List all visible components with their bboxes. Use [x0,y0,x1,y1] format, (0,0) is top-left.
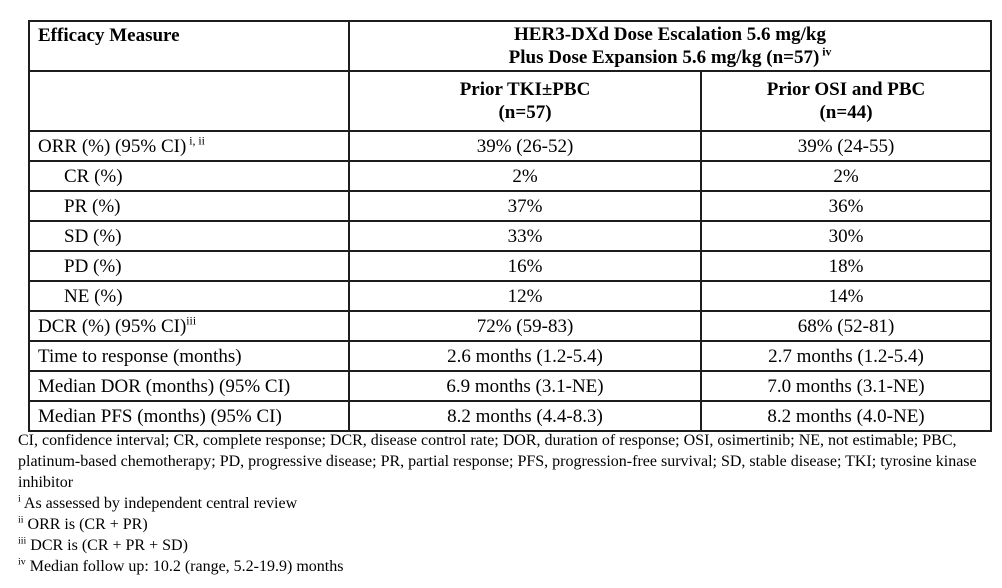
row-label-text: CR (%) [64,165,123,187]
value-osi-pbc: 2.7 months (1.2-5.4) [699,340,993,372]
subheader-tki-pbc-line1: Prior TKI±PBC [459,79,591,100]
row-label-cell: ORR (%) (95% CI) i, ii [28,130,350,162]
value-tki-pbc: 37% [348,190,702,222]
table-row-cr: CR (%) 2% 2% [28,160,993,192]
value-tki-pbc: 33% [348,220,702,252]
row-label-cell: SD (%) [28,220,350,252]
value-tki-pbc: 39% (26-52) [348,130,702,162]
row-label-text: Time to response (months) [38,345,242,367]
table-row-median-dor: Median DOR (months) (95% CI) 6.9 months … [28,370,993,402]
footnote-iii-text: DCR is (CR + PR + SD) [30,537,188,554]
value-osi-pbc: 2% [699,160,993,192]
value-osi-pbc: 36% [699,190,993,222]
row-label-cell: CR (%) [28,160,350,192]
value-osi-pbc: 68% (52-81) [699,310,993,342]
row-label-sup: iii [186,314,197,328]
subheader-osi-pbc-line2: (n=44) [819,102,873,123]
main-header-line1: HER3-DXd Dose Escalation 5.6 mg/kg [514,24,826,45]
row-label-text: NE (%) [64,285,123,307]
row-label-cell: DCR (%) (95% CI)iii [28,310,350,342]
footnote-ii: ii ORR is (CR + PR) [18,514,986,535]
subheader-osi-pbc-cell: Prior OSI and PBC (n=44) [699,70,993,132]
row-label-text: Median DOR (months) (95% CI) [38,375,291,397]
footnotes: CI, confidence interval; CR, complete re… [18,430,986,577]
efficacy-measure-header-cell: Efficacy Measure [28,20,350,72]
footnote-ii-text: ORR is (CR + PR) [27,516,148,533]
value-osi-pbc: 18% [699,250,993,282]
value-tki-pbc: 2.6 months (1.2-5.4) [348,340,702,372]
footnote-iii-marker: iii [18,535,27,547]
table-row-orr: ORR (%) (95% CI) i, ii 39% (26-52) 39% (… [28,130,993,162]
table-row-pr: PR (%) 37% 36% [28,190,993,222]
subheader-tki-pbc-cell: Prior TKI±PBC (n=57) [348,70,702,132]
row-label-cell: PD (%) [28,250,350,282]
main-header-footnote-sup: iv [819,45,832,59]
main-header-line2: Plus Dose Expansion 5.6 mg/kg (n=57) [508,47,820,68]
row-label-cell: PR (%) [28,190,350,222]
row-label-cell: Time to response (months) [28,340,350,372]
row-label-text: SD (%) [64,225,122,247]
efficacy-measure-header-text: Efficacy Measure [38,25,180,46]
value-tki-pbc: 8.2 months (4.4-8.3) [348,400,702,432]
table-row-ne: NE (%) 12% 14% [28,280,993,312]
row-label-text: PD (%) [64,255,122,277]
row-label-cell: Median PFS (months) (95% CI) [28,400,350,432]
main-header-line2-wrap: Plus Dose Expansion 5.6 mg/kg (n=57) iv [358,46,982,69]
header-row-sub: Prior TKI±PBC (n=57) Prior OSI and PBC (… [28,70,993,132]
value-osi-pbc: 30% [699,220,993,252]
row-label-cell: NE (%) [28,280,350,312]
row-label-text: Median PFS (months) (95% CI) [38,405,282,427]
row-label-text: PR (%) [64,195,121,217]
value-osi-pbc: 8.2 months (4.0-NE) [699,400,993,432]
efficacy-table: Efficacy Measure HER3-DXd Dose Escalatio… [28,20,993,432]
value-tki-pbc: 6.9 months (3.1-NE) [348,370,702,402]
value-osi-pbc: 39% (24-55) [699,130,993,162]
header-row-main: Efficacy Measure HER3-DXd Dose Escalatio… [28,20,993,72]
value-tki-pbc: 72% (59-83) [348,310,702,342]
subheader-tki-pbc-line2: (n=57) [498,102,552,123]
value-osi-pbc: 14% [699,280,993,312]
table-row-time-to-response: Time to response (months) 2.6 months (1.… [28,340,993,372]
row-label-text: ORR (%) (95% CI) [38,135,187,157]
footnote-i-marker: i [18,493,21,505]
empty-header-cell [28,70,350,132]
abbreviations-note: CI, confidence interval; CR, complete re… [18,432,977,491]
footnote-i: i As assessed by independent central rev… [18,493,986,514]
table-row-pd: PD (%) 16% 18% [28,250,993,282]
value-tki-pbc: 2% [348,160,702,192]
row-label-cell: Median DOR (months) (95% CI) [28,370,350,402]
row-label-text: DCR (%) (95% CI) [38,315,187,337]
table-row-dcr: DCR (%) (95% CI)iii 72% (59-83) 68% (52-… [28,310,993,342]
footnote-iv-text: Median follow up: 10.2 (range, 5.2-19.9)… [29,558,344,575]
value-tki-pbc: 12% [348,280,702,312]
table-row-median-pfs: Median PFS (months) (95% CI) 8.2 months … [28,400,993,432]
footnote-iv-marker: iv [18,556,26,568]
table-row-sd: SD (%) 33% 30% [28,220,993,252]
footnote-i-text: As assessed by independent central revie… [23,495,298,512]
value-tki-pbc: 16% [348,250,702,282]
footnote-ii-marker: ii [18,514,24,526]
subheader-osi-pbc-line1: Prior OSI and PBC [766,79,926,100]
value-osi-pbc: 7.0 months (3.1-NE) [699,370,993,402]
main-header-cell: HER3-DXd Dose Escalation 5.6 mg/kg Plus … [347,20,993,72]
footnote-iv: iv Median follow up: 10.2 (range, 5.2-19… [18,556,986,577]
footnote-iii: iii DCR is (CR + PR + SD) [18,535,986,556]
row-label-sup: i, ii [186,134,205,148]
